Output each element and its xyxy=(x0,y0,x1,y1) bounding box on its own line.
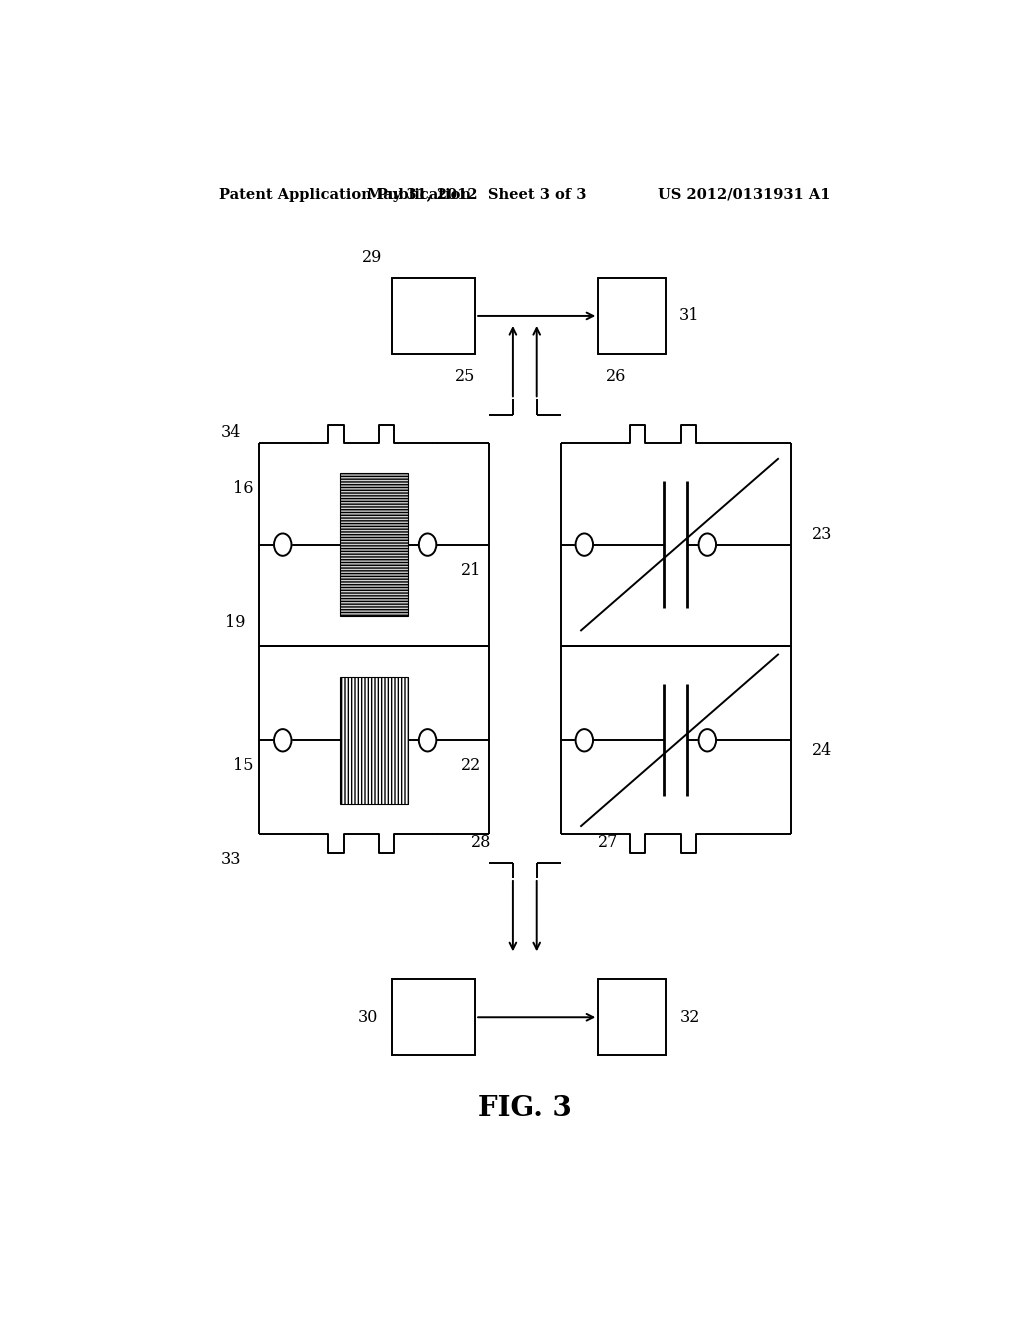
Text: May 31, 2012  Sheet 3 of 3: May 31, 2012 Sheet 3 of 3 xyxy=(368,187,587,202)
Text: 27: 27 xyxy=(598,834,618,851)
Text: 15: 15 xyxy=(232,758,253,775)
Bar xyxy=(598,979,666,1056)
Circle shape xyxy=(698,729,716,751)
Bar xyxy=(392,979,475,1056)
Text: 19: 19 xyxy=(225,614,246,631)
Text: 30: 30 xyxy=(357,1008,378,1026)
Text: US 2012/0131931 A1: US 2012/0131931 A1 xyxy=(657,187,830,202)
Text: 31: 31 xyxy=(679,308,699,325)
Circle shape xyxy=(575,533,593,556)
Circle shape xyxy=(419,533,436,556)
Text: 21: 21 xyxy=(461,561,481,578)
Text: 28: 28 xyxy=(471,834,492,851)
Bar xyxy=(340,474,408,615)
Circle shape xyxy=(274,729,292,751)
Bar xyxy=(598,277,666,354)
Text: 32: 32 xyxy=(679,1008,699,1026)
Text: 34: 34 xyxy=(221,424,242,441)
Text: FIG. 3: FIG. 3 xyxy=(478,1096,571,1122)
Text: 23: 23 xyxy=(812,525,833,543)
Text: 26: 26 xyxy=(606,368,627,385)
Circle shape xyxy=(419,729,436,751)
Circle shape xyxy=(698,533,716,556)
Text: 16: 16 xyxy=(232,480,253,498)
Circle shape xyxy=(274,533,292,556)
Text: 33: 33 xyxy=(221,851,242,869)
Circle shape xyxy=(575,729,593,751)
Text: 29: 29 xyxy=(361,249,382,267)
Text: 24: 24 xyxy=(812,742,833,759)
Text: 25: 25 xyxy=(455,368,475,385)
Bar xyxy=(340,677,408,804)
Text: Patent Application Publication: Patent Application Publication xyxy=(219,187,471,202)
Bar xyxy=(392,277,475,354)
Text: 22: 22 xyxy=(461,758,481,775)
